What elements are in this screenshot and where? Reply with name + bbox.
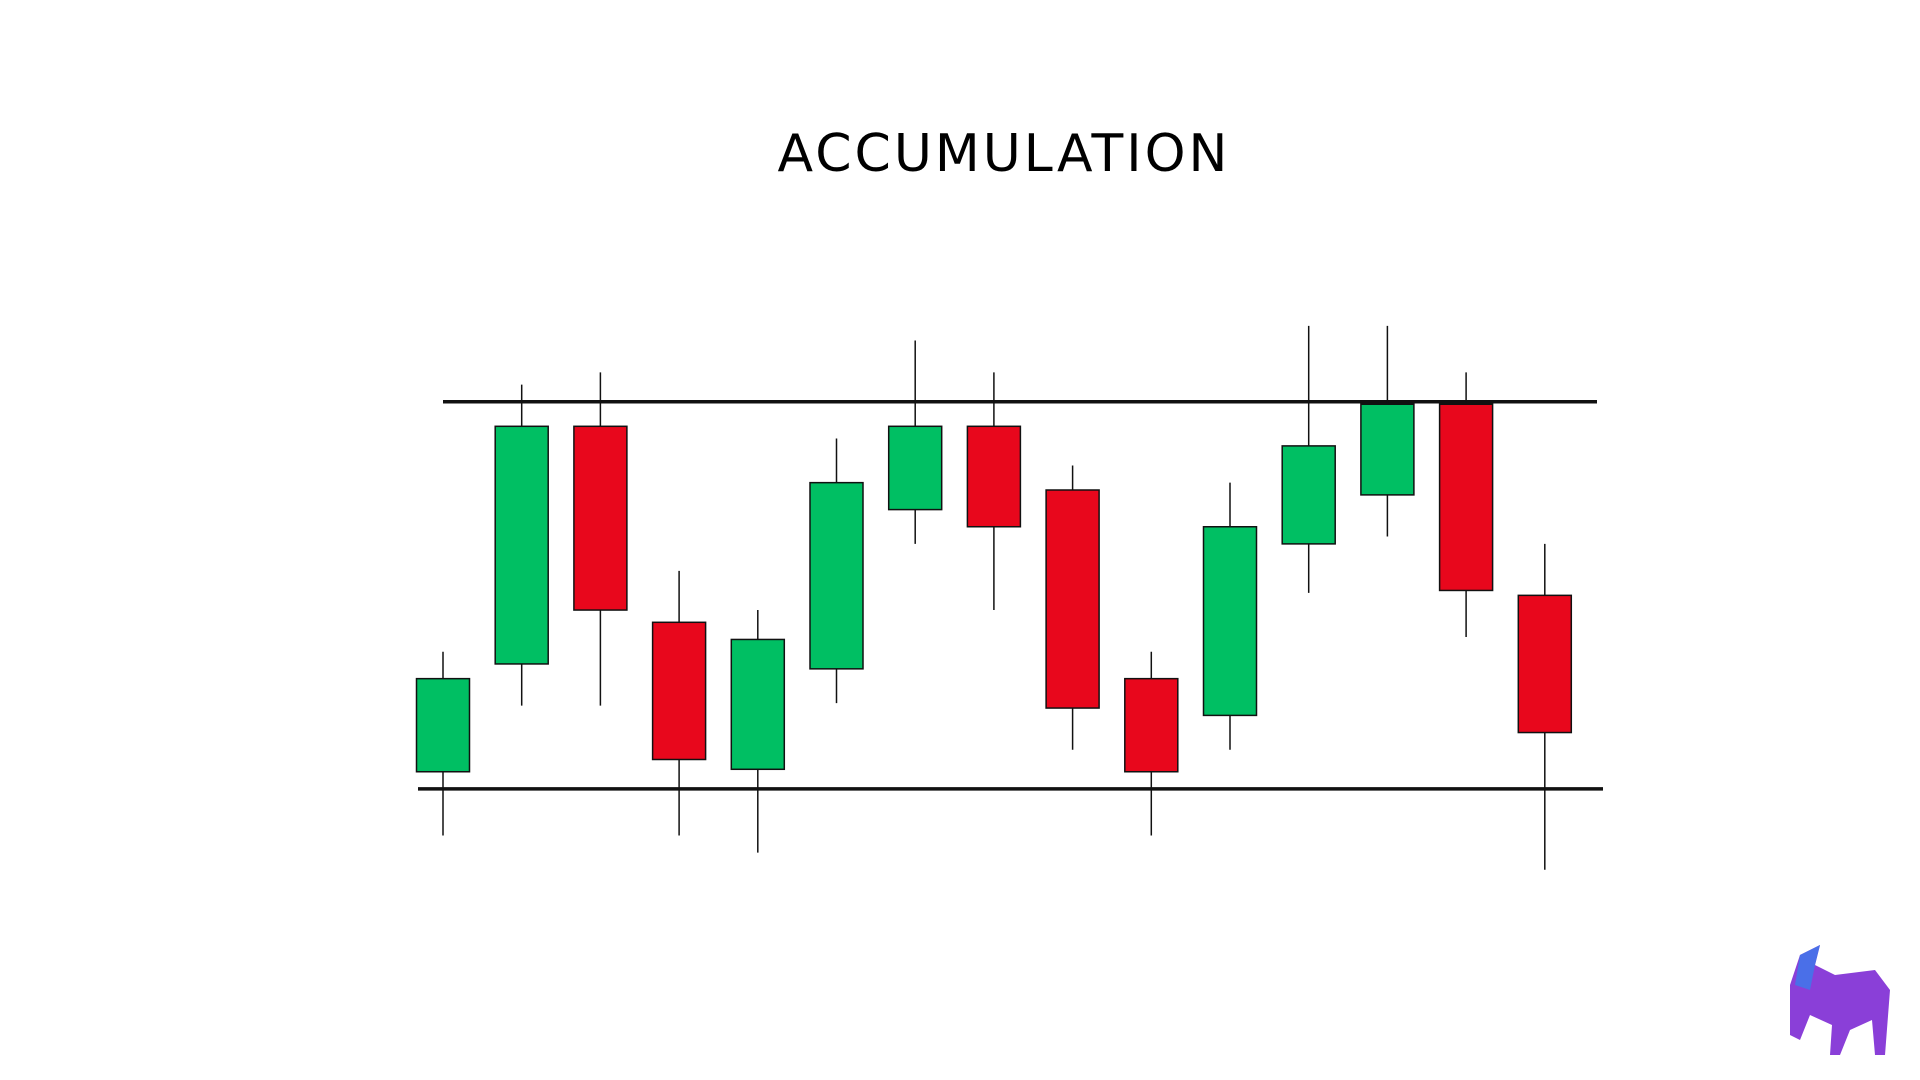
candle-body (887, 425, 943, 511)
candle-body (966, 425, 1022, 528)
candle-body (494, 425, 549, 665)
candle-body (1438, 403, 1494, 592)
candle-body (1202, 526, 1258, 717)
candle-body (1517, 594, 1573, 734)
chart-title: ACCUMULATION (778, 124, 1231, 184)
candle-body (573, 425, 628, 611)
logo-head (1795, 945, 1820, 990)
candle-body (1124, 677, 1179, 773)
candle-body (809, 481, 864, 670)
candle-body (651, 621, 707, 761)
logo (1790, 945, 1890, 1055)
candle-body (1281, 445, 1336, 545)
candle-body (1360, 403, 1415, 496)
candle-body (415, 677, 471, 773)
candle-body (1045, 489, 1100, 709)
candle-body (730, 638, 786, 771)
logo-shape (1790, 945, 1890, 1055)
